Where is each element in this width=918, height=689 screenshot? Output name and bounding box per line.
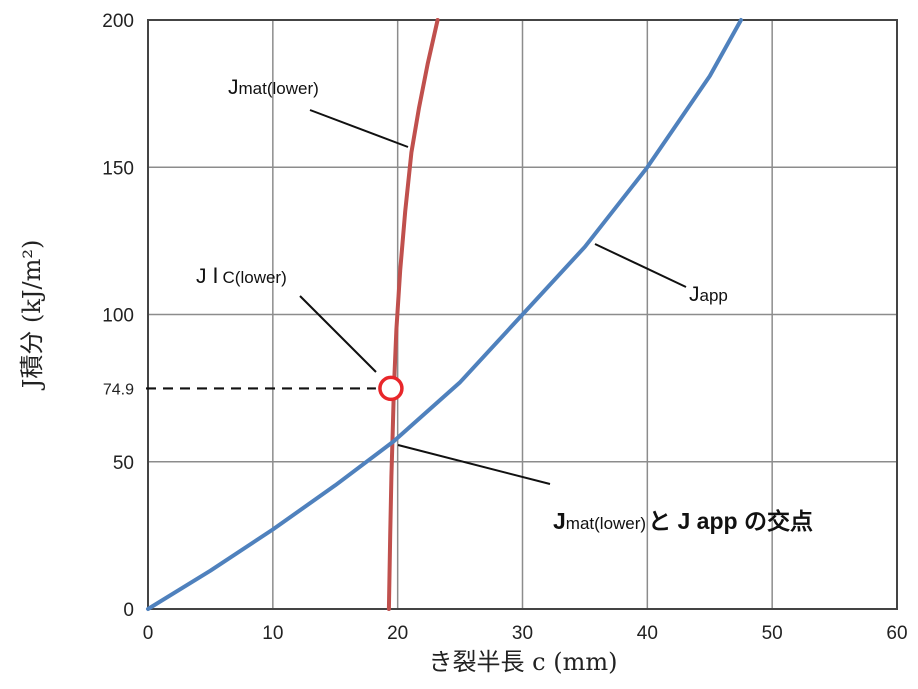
annotation-intersection: Jmat(lower)と J app の交点 [553, 508, 813, 534]
annotation-intersection-tail: と J app の交点 [648, 508, 813, 534]
leader-jmat [309, 109, 409, 148]
x-tick-label: 40 [637, 623, 658, 644]
series-line-jmat-lower [386, 18, 440, 611]
x-axis-label: き裂半長 c (mm) [429, 648, 618, 676]
y-tick-label: 200 [102, 11, 134, 32]
annotation-japp: Japp [689, 283, 728, 306]
annotation-japp-sub: app [700, 286, 728, 305]
annotation-intersection-main: J [553, 508, 566, 534]
y-tick-label-extra: 74.9 [103, 381, 134, 398]
series-lines [146, 18, 743, 611]
x-tick-label: 60 [886, 623, 907, 644]
x-tick-label: 50 [762, 623, 783, 644]
annotation-japp-main: J [689, 283, 700, 306]
leader-intersection [397, 444, 551, 485]
y-tick-label: 0 [123, 600, 134, 621]
x-axis-ticks: 0 10 20 30 40 50 60 [143, 623, 908, 644]
annotation-jmat-sub: mat(lower) [239, 79, 319, 98]
jic-marker [378, 375, 404, 402]
x-tick-label: 20 [387, 623, 408, 644]
annotation-jmat-main: J [228, 76, 239, 99]
y-axis-label: J積分 (kJ/m²) [18, 240, 46, 392]
annotation-jic-sub: C(lower) [223, 268, 287, 287]
annotation-jic: J Ⅰ C(lower) [196, 265, 287, 288]
annotation-leader-lines [299, 109, 687, 485]
x-tick-label: 10 [262, 623, 283, 644]
y-tick-label: 50 [113, 453, 134, 474]
y-axis-ticks: 0 50 100 150 200 74.9 [102, 11, 134, 621]
annotation-intersection-sub: mat(lower) [566, 514, 646, 533]
y-tick-label: 100 [102, 306, 134, 327]
series-line-japp [146, 18, 743, 611]
leader-jic [299, 295, 377, 373]
y-tick-label: 150 [102, 158, 134, 179]
annotation-jmat: Jmat(lower) [228, 76, 319, 99]
annotation-jic-main: J Ⅰ [196, 265, 219, 288]
x-tick-label: 30 [512, 623, 533, 644]
leader-japp [594, 243, 687, 288]
markers [378, 375, 404, 402]
x-tick-label: 0 [143, 623, 154, 644]
plot-area-frame [147, 19, 898, 610]
